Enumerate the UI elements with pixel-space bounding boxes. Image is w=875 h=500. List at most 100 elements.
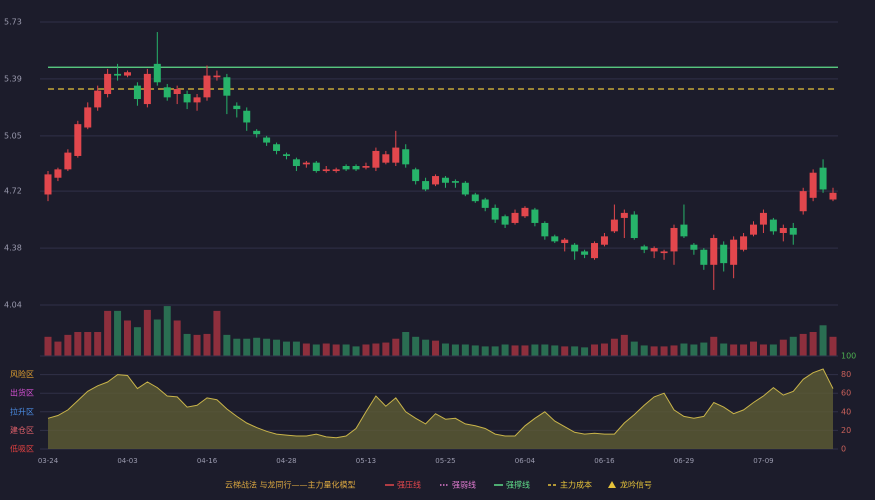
zone-label: 出货区 bbox=[10, 388, 34, 398]
volume-bar bbox=[451, 344, 459, 356]
candle-body bbox=[362, 166, 370, 168]
x-tick-label: 04-03 bbox=[117, 457, 137, 465]
volume-bar bbox=[322, 343, 330, 356]
volume-bar bbox=[362, 344, 370, 356]
volume-bar bbox=[123, 320, 131, 356]
volume-bar bbox=[541, 344, 549, 356]
volume-bar bbox=[402, 332, 410, 356]
volume-bar bbox=[809, 332, 817, 356]
x-tick-label: 04-16 bbox=[197, 457, 218, 465]
legend-label: 强弱线 bbox=[452, 480, 476, 490]
volume-bar bbox=[223, 334, 231, 356]
volume-bar bbox=[104, 310, 112, 356]
y2-tick-label: 60 bbox=[841, 389, 851, 398]
candle-body bbox=[750, 224, 758, 235]
candle-body bbox=[690, 244, 698, 250]
candle-body bbox=[223, 77, 231, 96]
candle-body bbox=[203, 75, 211, 98]
volume-bar bbox=[422, 339, 430, 356]
volume-bar bbox=[829, 336, 837, 356]
volume-bar bbox=[213, 310, 221, 356]
candle-body bbox=[123, 72, 131, 76]
volume-bar bbox=[571, 346, 579, 356]
volume-bar bbox=[581, 347, 589, 356]
candle-body bbox=[302, 162, 310, 165]
candle-body bbox=[312, 162, 320, 172]
x-tick-label: 04-28 bbox=[276, 457, 296, 465]
legend-label: 主力成本 bbox=[560, 480, 592, 490]
volume-bar bbox=[640, 345, 648, 356]
volume-bar bbox=[620, 334, 628, 356]
volume-bar bbox=[610, 338, 618, 356]
volume-bar bbox=[273, 339, 281, 356]
candle-body bbox=[581, 251, 589, 255]
candle-body bbox=[789, 227, 797, 235]
candle-body bbox=[183, 94, 191, 103]
volume-bar bbox=[441, 343, 449, 356]
volume-bar bbox=[561, 346, 569, 356]
candle-body bbox=[660, 251, 668, 254]
volume-bar bbox=[531, 344, 539, 356]
volume-bar bbox=[630, 341, 638, 356]
volume-bar bbox=[799, 333, 807, 356]
candle-body bbox=[531, 209, 539, 223]
volume-bar bbox=[511, 345, 519, 356]
candle-body bbox=[670, 227, 678, 252]
y2-tick-label: 80 bbox=[841, 370, 851, 379]
candle-body bbox=[282, 154, 290, 156]
candle-body bbox=[342, 166, 350, 170]
x-tick-label: 07-09 bbox=[753, 457, 773, 465]
volume-bar bbox=[521, 345, 529, 356]
candle-body bbox=[163, 87, 171, 98]
volume-bar bbox=[243, 338, 251, 356]
candle-body bbox=[551, 236, 559, 242]
x-tick-label: 06-16 bbox=[594, 457, 615, 465]
volume-bar bbox=[700, 342, 708, 356]
candle-body bbox=[173, 88, 181, 95]
volume-bar bbox=[392, 338, 400, 356]
y2-tick-label: 20 bbox=[841, 426, 851, 435]
volume-bar bbox=[193, 334, 201, 356]
candle-body bbox=[521, 207, 529, 217]
candle-body bbox=[759, 212, 767, 225]
volume-bar bbox=[779, 339, 787, 356]
candle-body bbox=[273, 144, 281, 151]
volume-bar bbox=[730, 344, 738, 356]
volume-bar bbox=[183, 333, 191, 356]
x-tick-label: 06-04 bbox=[515, 457, 536, 465]
volume-bar bbox=[551, 345, 559, 356]
volume-bar bbox=[769, 344, 777, 356]
volume-bar bbox=[789, 336, 797, 356]
volume-bar bbox=[481, 346, 489, 356]
candle-body bbox=[610, 219, 618, 232]
y-tick-label: 5.73 bbox=[4, 18, 22, 27]
candle-body bbox=[819, 167, 827, 190]
y-tick-label: 4.72 bbox=[4, 187, 22, 196]
legend-marker bbox=[608, 481, 616, 488]
volume-bar bbox=[660, 346, 668, 356]
volume-bar bbox=[44, 336, 52, 356]
candle-body bbox=[143, 73, 151, 105]
candle-body bbox=[511, 212, 519, 223]
y-tick-label: 4.38 bbox=[4, 244, 22, 253]
volume-bar bbox=[710, 336, 718, 356]
volume-bar bbox=[591, 344, 599, 356]
volume-bar bbox=[114, 310, 122, 356]
volume-bar bbox=[253, 337, 261, 356]
candle-body bbox=[133, 85, 141, 100]
volume-bar bbox=[153, 319, 161, 356]
candle-body bbox=[412, 169, 420, 182]
candle-body bbox=[541, 222, 549, 237]
volume-bar bbox=[432, 340, 440, 356]
volume-bar bbox=[133, 327, 141, 356]
candle-body bbox=[600, 236, 608, 245]
x-tick-label: 03-24 bbox=[38, 457, 59, 465]
area-fill bbox=[48, 369, 833, 449]
volume-bar bbox=[263, 338, 271, 356]
candle-body bbox=[54, 169, 62, 178]
zone-label: 风险区 bbox=[10, 369, 34, 379]
candle-body bbox=[114, 73, 122, 76]
candle-body bbox=[720, 244, 728, 264]
volume-bar bbox=[352, 346, 360, 356]
